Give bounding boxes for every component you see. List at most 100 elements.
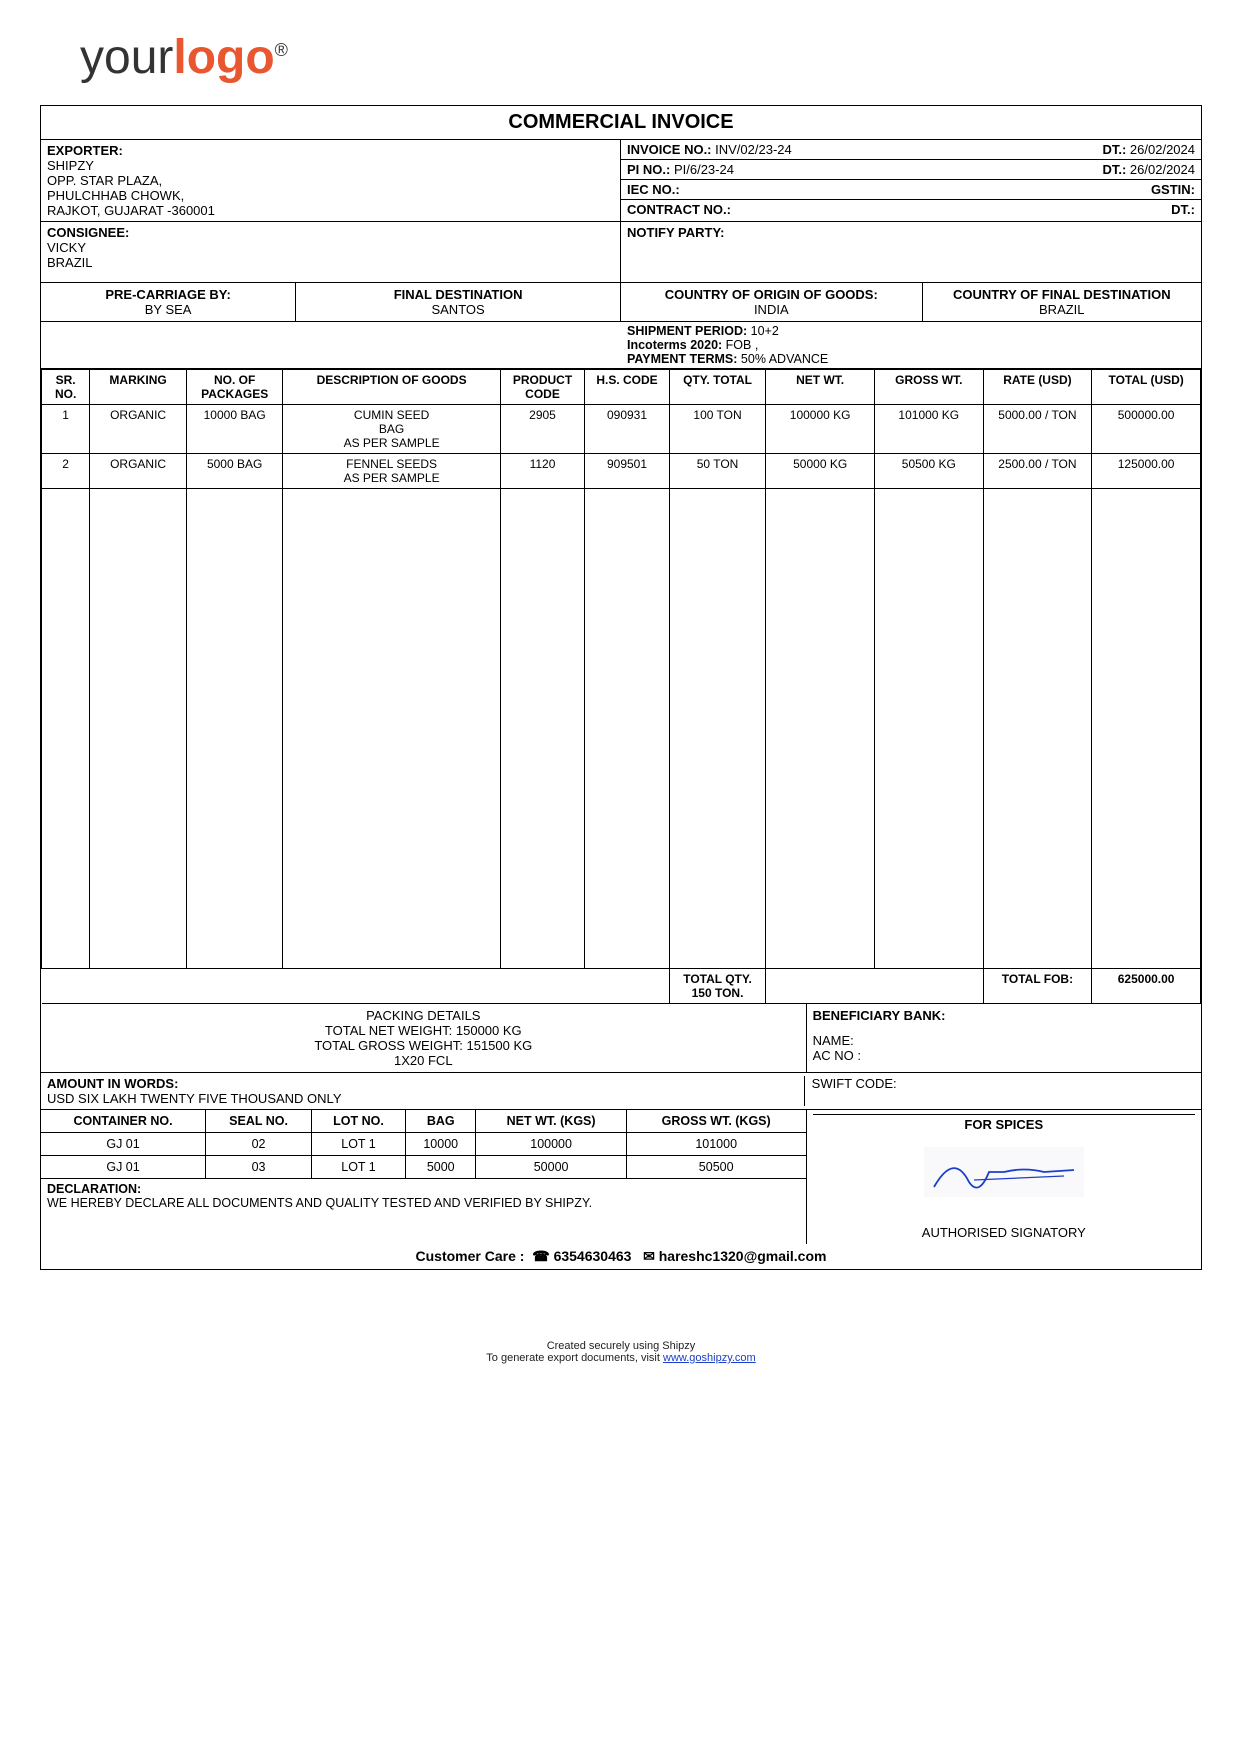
for-spices: FOR SPICES [813, 1114, 1195, 1134]
container-cell-net: 100000 [476, 1133, 626, 1156]
goods-cell-hs: 090931 [585, 405, 670, 454]
pi-dt: 26/02/2024 [1130, 162, 1195, 177]
logo-text-1: your [80, 31, 173, 84]
packing-net: TOTAL NET WEIGHT: 150000 KG [47, 1023, 800, 1038]
payment-val: 50% ADVANCE [741, 352, 828, 366]
goods-cell-sr: 2 [42, 454, 90, 489]
exporter-name: SHIPZY [47, 158, 614, 173]
ship-period: 10+2 [751, 324, 779, 338]
goods-cell-qty: 50 TON [669, 454, 766, 489]
th-desc: DESCRIPTION OF GOODS [283, 370, 500, 405]
ship-details-row: SHIPMENT PERIOD: 10+2 Incoterms 2020: FO… [41, 322, 1201, 369]
consignee-label: CONSIGNEE: [47, 225, 614, 240]
goods-cell-rate: 5000.00 / TON [983, 405, 1092, 454]
goods-cell-net: 50000 KG [766, 454, 875, 489]
consignee-name: VICKY [47, 240, 614, 255]
payment-label: PAYMENT TERMS: [627, 352, 737, 366]
th-gross: GROSS WT. [874, 370, 983, 405]
phone-icon: ☎ [532, 1248, 549, 1264]
container-cell-lot: LOT 1 [312, 1156, 406, 1179]
th-net: NET WT. [766, 370, 875, 405]
footer-line2: To generate export documents, visit [486, 1352, 663, 1364]
th-packages: NO. OF PACKAGES [186, 370, 283, 405]
finaldest-val: SANTOS [302, 302, 614, 317]
goods-cell-sr: 1 [42, 405, 90, 454]
container-cell-seal: 03 [206, 1156, 312, 1179]
th-cgross: GROSS WT. (KGS) [626, 1110, 805, 1133]
bank-name-label: NAME: [813, 1033, 1195, 1048]
goods-cell-desc: CUMIN SEED BAG AS PER SAMPLE [283, 405, 500, 454]
packing-fcl: 1X20 FCL [47, 1053, 800, 1068]
bank-title: BENEFICIARY BANK: [813, 1008, 1195, 1023]
logo-reg: ® [275, 40, 288, 60]
th-hs: H.S. CODE [585, 370, 670, 405]
declaration-block: DECLARATION: WE HEREBY DECLARE ALL DOCUM… [41, 1178, 806, 1213]
th-sr: SR. NO. [42, 370, 90, 405]
exporter-addr3: RAJKOT, GUJARAT -360001 [47, 203, 614, 218]
swift-label: SWIFT CODE: [812, 1076, 1194, 1091]
exporter-label: EXPORTER: [47, 143, 614, 158]
th-total: TOTAL (USD) [1092, 370, 1201, 405]
goods-cell-net: 100000 KG [766, 405, 875, 454]
goods-cell-product: 1120 [500, 454, 585, 489]
pi-no: PI/6/23-24 [674, 162, 734, 177]
care-email: hareshc1320@gmail.com [659, 1248, 827, 1264]
invoice-container: COMMERCIAL INVOICE EXPORTER: SHIPZY OPP.… [40, 105, 1202, 1270]
goods-cell-gross: 50500 KG [874, 454, 983, 489]
goods-cell-marking: ORGANIC [90, 454, 187, 489]
packing-title: PACKING DETAILS [47, 1008, 800, 1023]
container-left: CONTAINER NO. SEAL NO. LOT NO. BAG NET W… [41, 1110, 807, 1244]
th-bag: BAG [406, 1110, 476, 1133]
container-cell-cont: GJ 01 [41, 1156, 206, 1179]
goods-row: 2ORGANIC5000 BAGFENNEL SEEDS AS PER SAMP… [42, 454, 1201, 489]
container-cell-gross: 50500 [626, 1156, 805, 1179]
th-cont: CONTAINER NO. [41, 1110, 206, 1133]
signature-icon [914, 1142, 1094, 1202]
bank-ac-label: AC NO : [813, 1048, 1195, 1063]
ship-period-label: SHIPMENT PERIOD: [627, 324, 747, 338]
goods-table: SR. NO. MARKING NO. OF PACKAGES DESCRIPT… [41, 369, 1201, 1004]
pi-dt-label: DT.: [1102, 162, 1126, 177]
container-cell-net: 50000 [476, 1156, 626, 1179]
container-cell-bag: 5000 [406, 1156, 476, 1179]
finalcountry-label: COUNTRY OF FINAL DESTINATION [929, 287, 1195, 302]
amount-words-label: AMOUNT IN WORDS: [47, 1076, 804, 1091]
gstin-label: GSTIN: [1151, 182, 1195, 197]
consignee-block: CONSIGNEE: VICKY BRAZIL [41, 222, 621, 282]
invoice-info-block: INVOICE NO.: INV/02/23-24 DT.: 26/02/202… [621, 140, 1201, 221]
container-cell-lot: LOT 1 [312, 1133, 406, 1156]
th-rate: RATE (USD) [983, 370, 1092, 405]
origin-label: COUNTRY OF ORIGIN OF GOODS: [627, 287, 916, 302]
goods-cell-packages: 5000 BAG [186, 454, 283, 489]
invoice-no-label: INVOICE NO.: [627, 142, 712, 157]
finalcountry-val: BRAZIL [929, 302, 1195, 317]
precarriage-label: PRE-CARRIAGE BY: [47, 287, 289, 302]
declaration-text: WE HEREBY DECLARE ALL DOCUMENTS AND QUAL… [47, 1196, 800, 1210]
container-cell-bag: 10000 [406, 1133, 476, 1156]
origin-val: INDIA [627, 302, 916, 317]
goods-cell-rate: 2500.00 / TON [983, 454, 1092, 489]
logo-text-2: logo [173, 31, 274, 84]
th-cnet: NET WT. (KGS) [476, 1110, 626, 1133]
consignee-country: BRAZIL [47, 255, 614, 270]
footer-link[interactable]: www.goshipzy.com [663, 1352, 756, 1364]
precarriage-val: BY SEA [47, 302, 289, 317]
care-phone: 6354630463 [554, 1248, 632, 1264]
goods-cell-packages: 10000 BAG [186, 405, 283, 454]
container-cell-cont: GJ 01 [41, 1133, 206, 1156]
container-table: CONTAINER NO. SEAL NO. LOT NO. BAG NET W… [41, 1110, 806, 1178]
notify-label: NOTIFY PARTY: [627, 225, 1195, 240]
bank-details: BENEFICIARY BANK: NAME: AC NO : [807, 1004, 1201, 1072]
packing-details: PACKING DETAILS TOTAL NET WEIGHT: 150000… [41, 1004, 807, 1072]
container-cell-seal: 02 [206, 1133, 312, 1156]
invoice-dt: 26/02/2024 [1130, 142, 1195, 157]
invoice-dt-label: DT.: [1102, 142, 1126, 157]
email-icon: ✉ [643, 1248, 655, 1264]
exporter-invoice-row: EXPORTER: SHIPZY OPP. STAR PLAZA, PHULCH… [41, 140, 1201, 222]
contract-dt-label: DT.: [1171, 202, 1195, 217]
consignee-notify-row: CONSIGNEE: VICKY BRAZIL NOTIFY PARTY: [41, 222, 1201, 283]
goods-cell-desc: FENNEL SEEDS AS PER SAMPLE [283, 454, 500, 489]
footer-note: Created securely using Shipzy To generat… [40, 1340, 1202, 1364]
customer-care-line: Customer Care : ☎ 6354630463 ✉ hareshc13… [41, 1244, 1201, 1269]
exporter-block: EXPORTER: SHIPZY OPP. STAR PLAZA, PHULCH… [41, 140, 621, 221]
